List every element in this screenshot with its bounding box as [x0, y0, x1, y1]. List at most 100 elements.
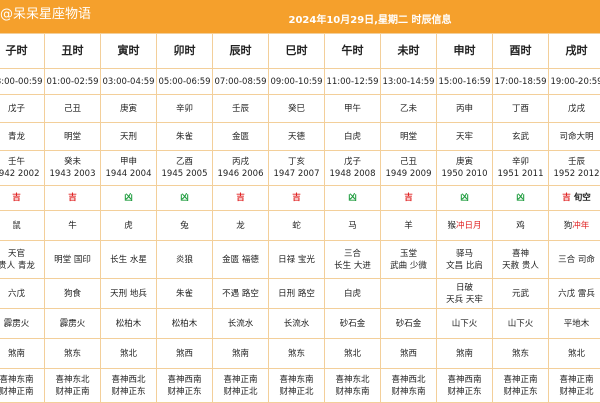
table-cell: 09:00-10:59 — [269, 69, 325, 95]
cell-line: 喜神东南 — [0, 374, 44, 386]
table-cell: 辰时 — [213, 34, 269, 69]
table-cell: 喜神天赦 贵人 — [493, 241, 549, 279]
cell-line: 巳时 — [269, 45, 324, 57]
cell-line: 戊子 — [0, 103, 44, 115]
cell-line: 吉 — [269, 192, 324, 204]
table-cell: 吉 — [213, 186, 269, 211]
table-cell: 07:00-08:59 — [213, 69, 269, 95]
table-cell: 天官贵人 青龙 — [0, 241, 45, 279]
cell-line: 白虎 — [325, 288, 380, 300]
cell-line: 司命大明 — [549, 131, 600, 143]
table-cell: 01:00-02:59 — [45, 69, 101, 95]
cell-line: 平地木 — [549, 318, 600, 330]
cell-line: 日刑 路空 — [269, 288, 324, 300]
table-cell: 卯时 — [157, 34, 213, 69]
table-cell: 驿马文昌 比肩 — [437, 241, 493, 279]
cell-line: 白虎 — [325, 131, 380, 143]
header-bar: @呆呆星座物语 2024年10月29日,星期二 时辰信息 — [0, 0, 600, 33]
cell-line: 兔 — [157, 220, 212, 232]
cell-line: 天牢 — [437, 131, 492, 143]
cell-line: 喜神东北 — [325, 374, 380, 386]
cell-text: 吉 — [292, 193, 301, 203]
table-cell: 天刑 地兵 — [101, 279, 157, 309]
table-cell: 天德 — [269, 123, 325, 151]
table-cell: 喜神西南财神正东 — [157, 369, 213, 403]
table-cell: 癸巳 — [269, 95, 325, 123]
table-cell: 巳时 — [269, 34, 325, 69]
cell-line: 财神正东 — [437, 386, 492, 398]
cell-line: 龙 — [213, 220, 268, 232]
cell-line: 喜神 — [493, 248, 548, 260]
cell-line: 1952 2012 — [549, 168, 600, 180]
cell-line: 卯时 — [157, 45, 212, 57]
cell-line: 鸡 — [493, 220, 548, 232]
cell-line: 财神正东 — [101, 386, 156, 398]
cell-line: 庚寅 — [101, 103, 156, 115]
cell-line: 煞东 — [45, 348, 100, 360]
table-cell: 蛇 — [269, 211, 325, 241]
cell-line: 长生 水星 — [101, 254, 156, 266]
cell-line: 1947 2007 — [269, 168, 324, 180]
cell-line: 明堂 国印 — [45, 254, 100, 266]
table-cell: 霹雳火 — [45, 309, 101, 339]
cell-line: 朱雀 — [157, 131, 212, 143]
cell-line: 长生 大进 — [325, 260, 380, 272]
cell-line: 丙申 — [437, 103, 492, 115]
cell-line: 喜神西南 — [157, 374, 212, 386]
table-cell: 明堂 国印 — [45, 241, 101, 279]
cell-line: 乙酉 — [157, 156, 212, 168]
cell-line: 甲申 — [101, 156, 156, 168]
table-cell: 六戊 — [0, 279, 45, 309]
cell-line: 狗冲年 — [549, 220, 600, 232]
table-cell: 龙 — [213, 211, 269, 241]
cell-line: 吉 — [0, 192, 44, 204]
table-cell: 戊子 — [0, 95, 45, 123]
cell-line: 天刑 地兵 — [101, 288, 156, 300]
cell-line: 日禄 宝光 — [269, 254, 324, 266]
cell-line: 13:00-14:59 — [381, 76, 436, 88]
table-row: 霹雳火霹雳火松柏木松柏木长流水长流水砂石金砂石金山下火山下火平地木 — [0, 309, 600, 339]
table-cell — [381, 279, 437, 309]
cell-line: 吉 — [381, 192, 436, 204]
table-cell: 猴冲日月 — [437, 211, 493, 241]
cell-line: 日破 — [437, 282, 492, 294]
cell-line: 财神正北 — [269, 386, 324, 398]
table-cell: 丑时 — [45, 34, 101, 69]
table-cell: 凶 — [101, 186, 157, 211]
cell-line: 壬辰 — [549, 156, 600, 168]
cell-line: 驿马 — [437, 248, 492, 260]
cell-line: 鼠 — [0, 220, 44, 232]
table-cell: 三合长生 大进 — [325, 241, 381, 279]
table-cell: 马 — [325, 211, 381, 241]
cell-line: 三合 司命 — [549, 254, 600, 266]
table-cell: 山下火 — [493, 309, 549, 339]
table-cell: 三合 司命 — [549, 241, 600, 279]
table-cell: 兔 — [157, 211, 213, 241]
cell-line: 吉 旬空 — [549, 192, 600, 204]
table-cell: 煞北 — [101, 339, 157, 369]
table-cell: 狗食 — [45, 279, 101, 309]
cell-line: 金匮 福德 — [213, 254, 268, 266]
cell-line: 蛇 — [269, 220, 324, 232]
cell-line: 猴冲日月 — [437, 220, 492, 232]
table-cell: 凶 — [437, 186, 493, 211]
table-cell: 吉 — [269, 186, 325, 211]
cell-line: 煞北 — [101, 348, 156, 360]
table-cell: 子时 — [0, 34, 45, 69]
table-cell: 戊戌 — [549, 95, 600, 123]
table-cell: 司命大明 — [549, 123, 600, 151]
table-cell: 砂石金 — [325, 309, 381, 339]
cell-text: 吉 — [236, 193, 245, 203]
cell-line: 喜神东北 — [45, 374, 100, 386]
table-cell: 长流水 — [213, 309, 269, 339]
table-cell: 寅时 — [101, 34, 157, 69]
cell-line: 煞北 — [325, 348, 380, 360]
table-cell: 日破天兵 天牢 — [437, 279, 493, 309]
table-cell: 狗冲年 — [549, 211, 600, 241]
table-cell: 喜神东南财神正南 — [0, 369, 45, 403]
